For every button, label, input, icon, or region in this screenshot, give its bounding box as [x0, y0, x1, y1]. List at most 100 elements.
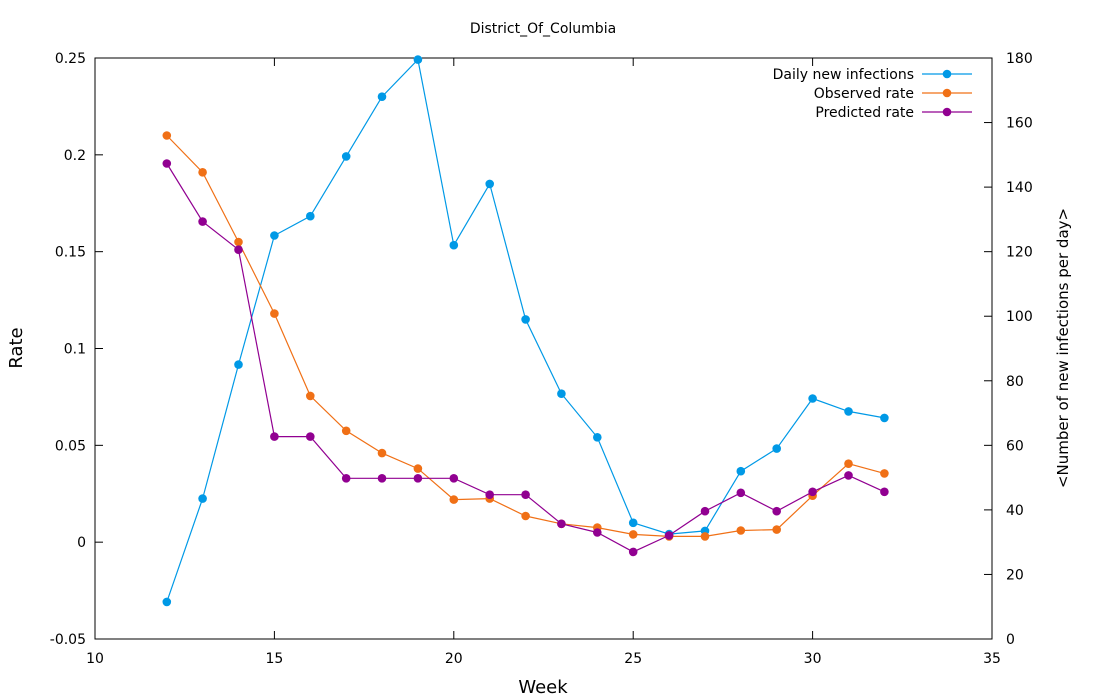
y2-tick-label: 0 — [1006, 632, 1015, 648]
axes: 10 15 20 25 30 35 -0.05 0 0.05 0.1 0.15 0.2 0.25 0 20 4… — [50, 51, 1033, 667]
y2-tick-label: 20 — [1006, 567, 1024, 583]
legend-marker — [942, 88, 952, 98]
legend-label: Observed rate — [814, 86, 914, 102]
data-point — [521, 315, 530, 324]
x-tick-label: 20 — [445, 651, 463, 667]
data-point — [306, 211, 315, 221]
data-point — [341, 152, 351, 161]
data-point — [234, 245, 243, 254]
data-point — [521, 511, 530, 521]
data-point — [413, 464, 423, 473]
y-tick-label: 0.25 — [55, 51, 86, 67]
x-tick-label: 15 — [265, 651, 283, 667]
data-point — [413, 474, 423, 483]
x-tick-label: 25 — [624, 651, 642, 667]
data-point — [413, 55, 423, 64]
y2-tick-label: 120 — [1006, 245, 1033, 261]
plot-frame — [94, 57, 993, 640]
data-point — [198, 494, 207, 503]
y-tick-label: 0.2 — [64, 148, 86, 164]
data-point — [844, 407, 853, 416]
y-axis-label: Rate — [6, 327, 27, 368]
data-point — [341, 474, 351, 483]
data-point — [306, 432, 315, 441]
data-point — [162, 131, 172, 140]
chart-title: District_Of_Columbia — [470, 21, 616, 37]
data-point — [628, 547, 638, 557]
data-point — [306, 391, 315, 401]
y-tick-label: 0.05 — [55, 438, 86, 454]
x-tick-label: 35 — [983, 651, 1001, 667]
data-point — [700, 532, 710, 541]
data-point — [772, 525, 781, 534]
y2-tick-label: 100 — [1006, 309, 1033, 325]
y2-axis-label: <Number of new infections per day> — [1054, 208, 1072, 488]
y2-tick-label: 180 — [1006, 51, 1033, 67]
data-point — [772, 444, 781, 453]
x-axis-label: Week — [518, 677, 568, 698]
data-point — [270, 309, 279, 318]
data-point — [880, 487, 889, 497]
data-point — [234, 360, 243, 369]
series-daily-new-infections — [162, 55, 889, 607]
data-point — [377, 448, 387, 458]
y-tick-label: 0.15 — [55, 245, 86, 261]
y-tick-label: -0.05 — [50, 632, 86, 648]
data-point — [628, 530, 638, 539]
data-point — [198, 168, 207, 177]
data-point — [557, 519, 566, 529]
data-point — [377, 92, 387, 101]
data-point — [270, 432, 279, 441]
x-tick-label: 30 — [804, 651, 822, 667]
data-point — [628, 518, 638, 528]
data-point — [449, 240, 459, 250]
legend-item: Observed rate — [814, 86, 972, 102]
y-tick-label: 0.1 — [64, 342, 86, 358]
legend-label: Daily new infections — [773, 67, 914, 83]
data-point — [485, 490, 495, 500]
x-tick-label: 10 — [86, 651, 104, 667]
data-point — [341, 426, 351, 436]
data-point — [880, 413, 889, 423]
y2-tick-label: 60 — [1006, 438, 1024, 454]
data-point — [377, 474, 387, 483]
series-line — [166, 135, 885, 538]
data-point — [844, 459, 853, 469]
legend: Daily new infections Observed rate Predict… — [773, 67, 972, 121]
data-point — [593, 433, 602, 442]
data-point — [593, 528, 602, 537]
legend-item: Predicted rate — [815, 105, 972, 121]
data-point — [449, 474, 459, 483]
data-point — [162, 159, 172, 168]
data-point — [557, 389, 566, 399]
data-point — [234, 237, 243, 247]
data-point — [736, 526, 746, 535]
data-point — [844, 471, 853, 480]
data-point — [270, 231, 279, 240]
legend-label: Predicted rate — [815, 105, 914, 121]
series-layer — [162, 55, 889, 607]
y2-tick-label: 140 — [1006, 180, 1033, 196]
series-predicted-rate — [162, 159, 889, 557]
y-tick-label: 0 — [77, 535, 86, 551]
data-point — [880, 469, 889, 478]
series-line — [166, 58, 885, 603]
data-point — [700, 506, 710, 516]
data-point — [485, 179, 495, 189]
legend-marker — [942, 107, 952, 117]
data-point — [736, 488, 746, 498]
data-point — [664, 531, 674, 540]
legend-item: Daily new infections — [773, 67, 972, 83]
data-point — [521, 490, 530, 500]
data-point — [736, 466, 746, 476]
y2-tick-label: 80 — [1006, 374, 1024, 390]
y2-tick-label: 40 — [1006, 503, 1024, 519]
data-point — [808, 394, 817, 403]
data-point — [449, 495, 459, 504]
legend-marker — [942, 69, 952, 79]
series-observed-rate — [162, 131, 889, 541]
data-point — [772, 506, 781, 516]
data-point — [162, 597, 172, 607]
